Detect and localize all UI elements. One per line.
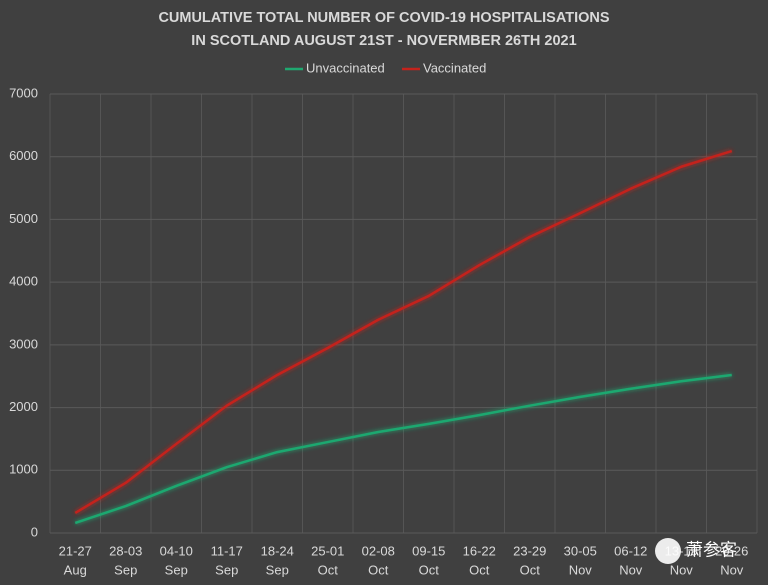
x-tick-label: Sep: [165, 562, 188, 577]
y-tick-label: 0: [31, 524, 38, 539]
x-tick-label: Nov: [670, 562, 694, 577]
x-tick-label: 18-24: [261, 543, 294, 558]
x-tick-label: Nov: [569, 562, 593, 577]
x-tick-label: 06-12: [614, 543, 647, 558]
x-tick-label: 20-26: [715, 543, 748, 558]
x-tick-label: Oct: [520, 562, 541, 577]
x-tick-label: Sep: [215, 562, 238, 577]
x-tick-label: Oct: [419, 562, 440, 577]
x-tick-label: 25-01: [311, 543, 344, 558]
x-tick-label: 16-22: [463, 543, 496, 558]
x-tick-label: Nov: [619, 562, 643, 577]
y-tick-label: 3000: [9, 336, 38, 351]
x-tick-label: 04-10: [160, 543, 193, 558]
x-tick-label: Nov: [720, 562, 744, 577]
x-tick-label: Sep: [114, 562, 137, 577]
x-tick-label: 21-27: [59, 543, 92, 558]
y-tick-label: 1000: [9, 462, 38, 477]
x-tick-label: Sep: [266, 562, 289, 577]
chart-title: CUMULATIVE TOTAL NUMBER OF COVID-19 HOSP…: [158, 10, 609, 26]
x-tick-label: 11-17: [211, 543, 243, 558]
y-tick-label: 2000: [9, 399, 38, 414]
x-tick-label: 23-29: [513, 543, 546, 558]
x-tick-label: 30-05: [564, 543, 597, 558]
y-tick-label: 7000: [9, 85, 38, 100]
y-tick-label: 4000: [9, 274, 38, 289]
x-tick-label: Oct: [318, 562, 339, 577]
x-tick-label: 09-15: [412, 543, 445, 558]
x-tick-label: Aug: [64, 562, 87, 577]
y-tick-label: 6000: [9, 148, 38, 163]
watermark: 萧参客: [686, 540, 737, 559]
y-tick-label: 5000: [9, 211, 38, 226]
legend-label: Unvaccinated: [306, 60, 385, 75]
x-tick-label: 28-03: [109, 543, 142, 558]
legend-label: Vaccinated: [423, 60, 486, 75]
chart-title: IN SCOTLAND AUGUST 21ST - NOVERMBER 26TH…: [191, 33, 576, 49]
x-tick-label: Oct: [368, 562, 389, 577]
watermark-icon: [655, 538, 681, 564]
x-tick-label: Oct: [469, 562, 490, 577]
series-line: [74, 149, 733, 515]
x-tick-label: 02-08: [362, 543, 395, 558]
series-line: [74, 373, 732, 525]
